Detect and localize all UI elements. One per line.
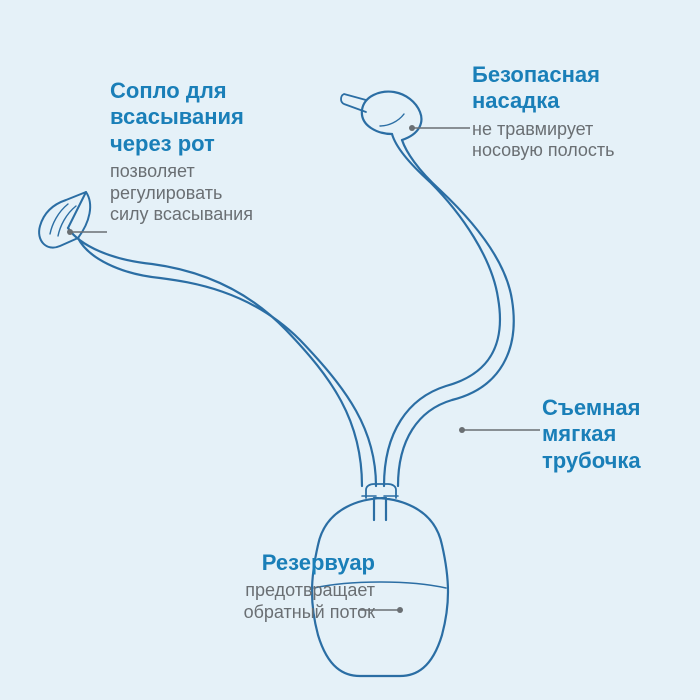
label-reservoir-title: Резервуар <box>185 550 375 576</box>
label-tip-title: Безопаснаянасадка <box>472 62 682 115</box>
label-tip-sub: не травмируетносовую полость <box>472 119 682 162</box>
label-nozzle: Сопло длявсасываниячерез ротпозволяетрег… <box>110 78 340 226</box>
label-reservoir: Резервуар предотвращаетобратный поток <box>185 550 375 624</box>
label-nozzle-sub: позволяетрегулироватьсилу всасывания <box>110 161 340 226</box>
label-tip: Безопаснаянасадкане травмируетносовую по… <box>472 62 682 162</box>
label-tube-title: Съемнаямягкаятрубочка <box>542 395 700 474</box>
label-nozzle-title: Сопло длявсасываниячерез рот <box>110 78 340 157</box>
label-reservoir-sub: предотвращаетобратный поток <box>185 580 375 623</box>
label-tube: Съемнаямягкаятрубочка <box>542 395 700 478</box>
